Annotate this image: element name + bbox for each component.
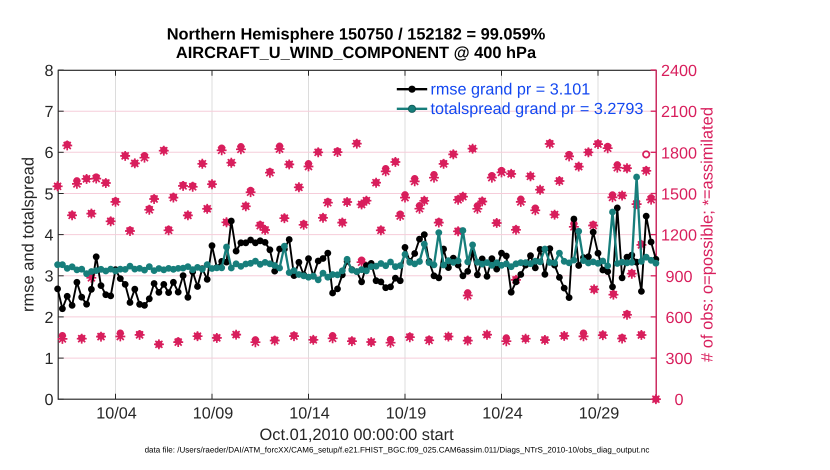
svg-text:300: 300	[665, 350, 692, 368]
svg-text:2400: 2400	[661, 62, 697, 80]
svg-text:2100: 2100	[661, 103, 697, 121]
svg-text:0: 0	[674, 391, 683, 409]
svg-text:10/24: 10/24	[482, 405, 523, 423]
svg-text:8: 8	[44, 62, 53, 80]
svg-text:600: 600	[665, 309, 692, 327]
svg-text:10/29: 10/29	[579, 405, 620, 423]
svg-text:900: 900	[665, 268, 692, 286]
svg-text:10/09: 10/09	[193, 405, 234, 423]
svg-text:3: 3	[44, 268, 53, 286]
svg-text:totalspread grand pr = 3.2793: totalspread grand pr = 3.2793	[431, 100, 644, 118]
svg-text:10/04: 10/04	[96, 405, 137, 423]
svg-text:7: 7	[44, 103, 53, 121]
svg-text:rmse grand pr = 3.101: rmse grand pr = 3.101	[431, 81, 591, 99]
svg-text:6: 6	[44, 144, 53, 162]
svg-text:4: 4	[44, 227, 53, 245]
svg-text:10/14: 10/14	[289, 405, 330, 423]
svg-text:1: 1	[44, 350, 53, 368]
svg-text:1500: 1500	[661, 186, 697, 204]
svg-text:5: 5	[44, 185, 53, 203]
svg-text:# of obs: o=possible; *=assimi: # of obs: o=possible; *=assimilated	[699, 107, 719, 362]
svg-text:Oct.01,2010 00:00:00 start: Oct.01,2010 00:00:00 start	[260, 426, 455, 444]
svg-text:10/19: 10/19	[386, 405, 427, 423]
svg-text:2: 2	[44, 309, 53, 327]
svg-text:data file: /Users/raeder/DAI/A: data file: /Users/raeder/DAI/ATM_forcXX/…	[145, 446, 650, 455]
svg-text:1800: 1800	[661, 144, 697, 162]
svg-text:AIRCRAFT_U_WIND_COMPONENT @ 40: AIRCRAFT_U_WIND_COMPONENT @ 400 hPa	[176, 44, 537, 62]
svg-text:1200: 1200	[661, 227, 697, 245]
svg-text:rmse and totalspread: rmse and totalspread	[20, 157, 38, 312]
svg-text:Northern Hemisphere 150750 / 1: Northern Hemisphere 150750 / 152182 = 99…	[167, 26, 546, 44]
svg-text:0: 0	[44, 391, 53, 409]
